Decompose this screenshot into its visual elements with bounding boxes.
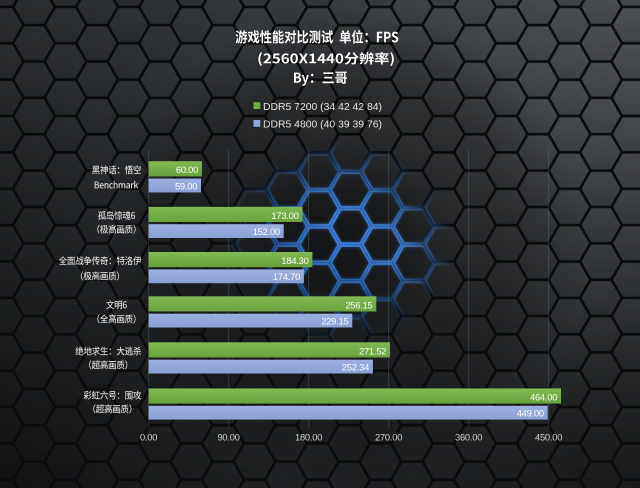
- svg-text:184.30: 184.30: [281, 255, 308, 266]
- svg-text:90.00: 90.00: [217, 432, 239, 442]
- svg-text:173.00: 173.00: [271, 210, 298, 221]
- svg-text:449.00: 449.00: [517, 408, 544, 419]
- svg-text:229.15: 229.15: [321, 316, 348, 327]
- svg-text:59.00: 59.00: [175, 180, 197, 191]
- svg-text:180.00: 180.00: [295, 432, 322, 442]
- svg-text:256.15: 256.15: [345, 299, 372, 310]
- svg-text:DDR5 4800 (40 39 39 76): DDR5 4800 (40 39 39 76): [263, 120, 382, 131]
- svg-text:0.00: 0.00: [140, 432, 157, 442]
- svg-text:450.00: 450.00: [535, 432, 562, 442]
- svg-text:174.70: 174.70: [273, 271, 300, 282]
- svg-text:60.00: 60.00: [176, 164, 198, 175]
- svg-text:152.00: 152.00: [253, 226, 280, 237]
- svg-text:360.00: 360.00: [455, 432, 482, 442]
- svg-text:DDR5 7200 (34 42 42 84): DDR5 7200 (34 42 42 84): [263, 102, 382, 113]
- svg-text:464.00: 464.00: [530, 391, 557, 402]
- svg-text:271.52: 271.52: [359, 345, 386, 356]
- svg-text:252.34: 252.34: [342, 362, 369, 373]
- svg-text:270.00: 270.00: [375, 432, 402, 442]
